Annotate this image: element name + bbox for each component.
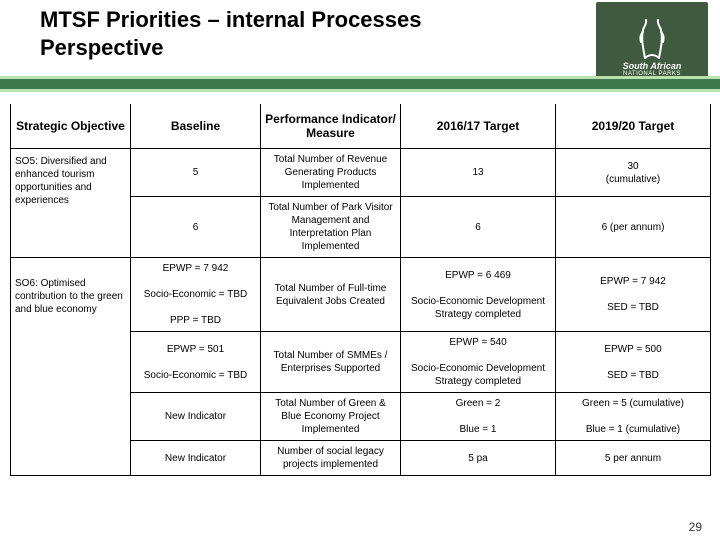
- kudu-icon: [629, 18, 675, 60]
- logo-text: South African NATIONAL PARKS: [623, 62, 682, 77]
- cell-baseline: New Indicator: [131, 441, 261, 476]
- col-target-2016-17: 2016/17 Target: [401, 104, 556, 149]
- cell-measure: Total Number of Park Visitor Management …: [261, 197, 401, 258]
- cell-t19: 6 (per annum): [556, 197, 711, 258]
- cell-t19: 30 (cumulative): [556, 149, 711, 197]
- cell-t19: 5 per annum: [556, 441, 711, 476]
- cell-measure: Total Number of Revenue Generating Produ…: [261, 149, 401, 197]
- accent-stripe: [0, 76, 720, 92]
- slide-title: MTSF Priorities – internal Processes Per…: [40, 6, 540, 61]
- cell-measure: Total Number of SMMEs / Enterprises Supp…: [261, 332, 401, 393]
- logo-line1: South African: [623, 62, 682, 71]
- priorities-table: Strategic Objective Baseline Performance…: [10, 104, 710, 476]
- cell-t16: Green = 2 Blue = 1: [401, 393, 556, 441]
- cell-t16: 5 pa: [401, 441, 556, 476]
- cell-t16: EPWP = 540 Socio-Economic Development St…: [401, 332, 556, 393]
- header: MTSF Priorities – internal Processes Per…: [0, 0, 720, 98]
- cell-baseline: EPWP = 7 942 Socio-Economic = TBD PPP = …: [131, 258, 261, 332]
- cell-t19: Green = 5 (cumulative) Blue = 1 (cumulat…: [556, 393, 711, 441]
- cell-baseline: New Indicator: [131, 393, 261, 441]
- cell-t16: 13: [401, 149, 556, 197]
- so5-objective: SO5: Diversified and enhanced tourism op…: [11, 149, 131, 258]
- col-strategic-objective: Strategic Objective: [11, 104, 131, 149]
- cell-measure: Total Number of Full-time Equivalent Job…: [261, 258, 401, 332]
- col-performance-indicator: Performance Indicator/ Measure: [261, 104, 401, 149]
- cell-t19: EPWP = 7 942 SED = TBD: [556, 258, 711, 332]
- table-header-row: Strategic Objective Baseline Performance…: [11, 104, 711, 149]
- table: Strategic Objective Baseline Performance…: [10, 104, 711, 476]
- cell-t19: EPWP = 500 SED = TBD: [556, 332, 711, 393]
- page-number: 29: [689, 520, 702, 534]
- cell-t16: EPWP = 6 469 Socio-Economic Development …: [401, 258, 556, 332]
- col-baseline: Baseline: [131, 104, 261, 149]
- so6-objective-text: SO6: Optimised contribution to the green…: [15, 278, 123, 315]
- table-row: SO5: Diversified and enhanced tourism op…: [11, 149, 711, 197]
- cell-measure: Total Number of Green & Blue Economy Pro…: [261, 393, 401, 441]
- cell-baseline: EPWP = 501 Socio-Economic = TBD: [131, 332, 261, 393]
- col-target-2019-20: 2019/20 Target: [556, 104, 711, 149]
- cell-measure: Number of social legacy projects impleme…: [261, 441, 401, 476]
- cell-t16: 6: [401, 197, 556, 258]
- cell-baseline: 6: [131, 197, 261, 258]
- table-row: SO6: Optimised contribution to the green…: [11, 258, 711, 332]
- cell-baseline: 5: [131, 149, 261, 197]
- so6-objective: SO6: Optimised contribution to the green…: [11, 258, 131, 476]
